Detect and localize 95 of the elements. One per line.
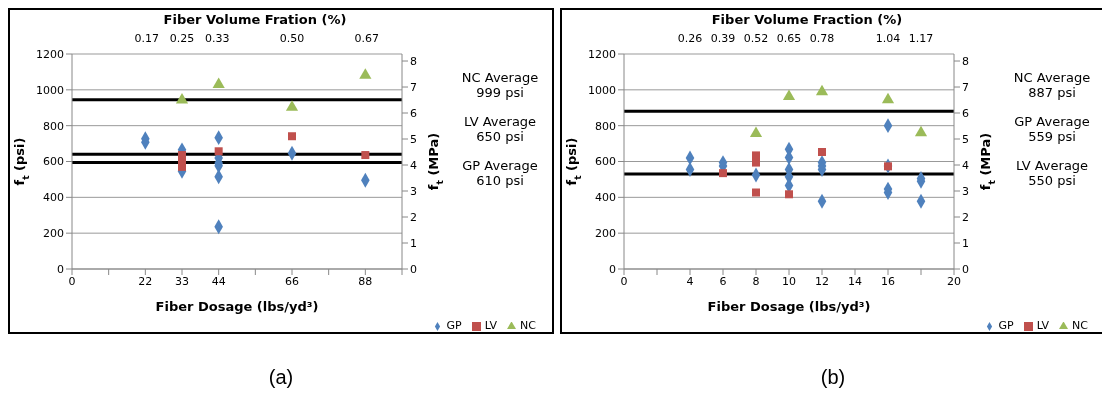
x-tick-label: 20 [947,274,961,288]
point [214,147,223,156]
x-tick-label: 12 [815,274,829,288]
x2-tick-label: 1.04 [875,32,901,45]
text: GP Average 610 psi [461,158,539,188]
x-tick-label: 88 [358,274,373,288]
y-tick-label: 1200 [36,47,64,61]
y2-tick-label: 5 [410,132,417,146]
legend-label: LV [1036,319,1050,332]
x2-axis-title: Fiber Volume Fration (%) [162,12,348,29]
x-axis-title: Fiber Dosage (lbs/yd³) [155,299,319,314]
y-tick-label: 0 [609,262,616,276]
y-tick-label: 800 [595,119,616,133]
x-axis-title: Fiber Dosage (lbs/yd³) [707,299,871,314]
x-tick-label: 33 [175,274,189,288]
y2-tick-label: 0 [962,262,969,276]
text: (b) [819,366,847,389]
y-tick-label: 0 [57,262,64,276]
x2-tick-label: 0.78 [809,32,835,45]
x-tick-label: 16 [881,274,895,288]
y-tick-label: 1000 [36,83,64,97]
y-tick-label: 1200 [588,47,616,61]
y2-tick-label: 2 [410,210,417,224]
x2-tick-label: 0.65 [776,32,802,45]
x-tick-label: 66 [285,274,299,288]
point [359,68,372,79]
point [749,126,763,138]
x2-tick-label: 0.25 [169,32,195,45]
x-tick-label: 4 [686,274,694,288]
y2-tick-label: 1 [962,236,969,250]
legend-label: GP [998,319,1014,332]
point [719,169,727,178]
y-tick-label: 800 [43,119,64,133]
y2-tick-label: 6 [410,106,417,120]
y2-tick-label: 0 [410,262,417,276]
x-tick-label: 44 [211,274,226,288]
x2-tick-label: 0.50 [279,32,305,45]
y2-tick-label: 8 [410,54,417,68]
y-tick-label: 400 [43,191,64,205]
y2-tick-label: 1 [410,236,417,250]
y2-tick-label: 5 [962,132,969,146]
y-tick-label: 200 [43,227,64,241]
text: NC Average 887 psi [1012,70,1092,100]
y2-tick-label: 4 [962,158,969,172]
x-tick-label: 14 [848,274,862,288]
legend-label: NC [520,319,536,332]
y2-tick-label: 2 [962,210,969,224]
text: LV Average 650 psi [462,114,538,144]
point [818,148,826,156]
point [881,92,895,104]
y-tick-label: 1000 [588,83,616,97]
x2-tick-label: 0.67 [354,32,380,45]
point [752,151,760,160]
point [815,84,829,96]
text: GP Average 559 psi [1013,114,1091,144]
y2-tick-label: 6 [962,106,969,120]
legend-label: NC [1072,319,1088,332]
y-tick-label: 400 [595,191,616,205]
point [288,132,296,141]
text: NC Average 999 psi [460,70,540,100]
x2-tick-label: 0.17 [134,32,160,45]
x-tick-label: 10 [782,274,796,288]
x2-tick-label: 0.39 [710,32,736,45]
point [914,125,928,137]
x-tick-label: 22 [138,274,153,288]
y2-tick-label: 7 [962,80,969,94]
x-tick-label: 0 [68,274,76,288]
point [285,100,299,111]
text: (a) [267,366,295,389]
text: LV Average 550 psi [1014,158,1090,188]
y-tick-label: 600 [43,155,64,169]
legend-label: GP [446,319,462,332]
legend-label: LV [484,319,498,332]
y2-tick-label: 8 [962,54,969,68]
x2-tick-label: 1.17 [908,32,934,45]
y2-tick-label: 3 [962,184,969,198]
y2-tick-label: 7 [410,80,417,94]
x-tick-label: 0 [620,274,628,288]
point [785,190,793,199]
y-tick-label: 200 [595,227,616,241]
y2-tick-label: 4 [410,158,417,172]
point [782,89,796,100]
x-tick-label: 8 [752,274,760,288]
y2-tick-label: 3 [410,184,417,198]
point [175,93,189,104]
x-tick-label: 6 [719,274,727,288]
y-tick-label: 600 [595,155,616,169]
point [752,158,760,167]
x2-tick-label: 0.33 [204,32,230,45]
point [752,188,760,197]
x2-axis-title: Fiber Volume Fraction (%) [710,12,904,29]
x2-tick-label: 0.26 [677,32,703,45]
point [212,77,225,88]
point [361,151,370,160]
x2-tick-label: 0.52 [743,32,769,45]
